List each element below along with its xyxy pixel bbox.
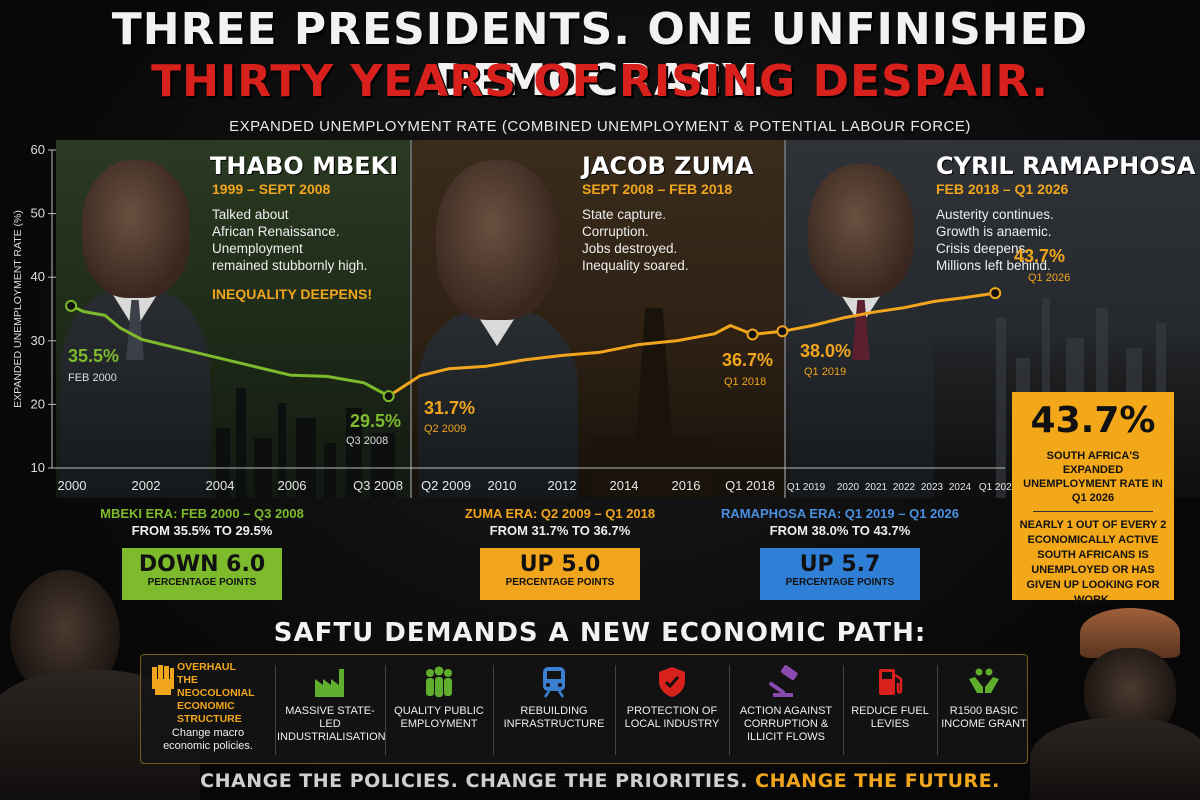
footer-slogan-part1: CHANGE THE POLICIES. CHANGE THE PRIORITI… [200, 770, 748, 792]
era-range: FROM 35.5% TO 29.5% [131, 523, 273, 538]
era-range: FROM 38.0% TO 43.7% [769, 523, 911, 538]
hands-icon [969, 668, 999, 693]
president-name: CYRIL RAMAPHOSA [936, 152, 1196, 180]
city-silhouette [206, 378, 410, 498]
era-summary-zuma: ZUMA ERA: Q2 2009 – Q1 2018 FROM 31.7% T… [440, 506, 680, 600]
demands-panel: OVERHAUL THE NEOCOLONIAL ECONOMIC STRUCT… [140, 654, 1028, 764]
y-tick-label: 60 [31, 142, 45, 157]
demand-label: R1500 BASIC INCOME GRANT [941, 705, 1027, 730]
zuma-portrait [412, 140, 582, 498]
era-change-unit: PERCENTAGE POINTS [785, 577, 895, 588]
headline-stat-note: NEARLY 1 OUT OF EVERY 2 ECONOMICALLY ACT… [1019, 519, 1167, 606]
demand-item: QUALITY PUBLIC EMPLOYMENT [387, 655, 491, 765]
fuel-pump-icon [879, 669, 903, 695]
headline-line-2: THIRTY YEARS OF RISING DESPAIR. [151, 56, 1049, 107]
y-tick-label: 20 [31, 396, 45, 411]
y-tick-label: 10 [31, 460, 45, 475]
ramaphosa-portrait [786, 140, 936, 498]
distressed-miner-image [1010, 608, 1200, 800]
mine-headframe [592, 238, 712, 498]
y-tick-label: 40 [31, 269, 45, 284]
demand-item: MASSIVE STATE-LED INDUSTRIALISATION [277, 655, 386, 765]
separator [729, 665, 730, 755]
president-term: FEB 2018 – Q1 2026 [936, 181, 1069, 197]
people-icon [426, 666, 452, 697]
shield-icon [659, 667, 685, 697]
era-change-value: UP 5.7 [799, 552, 881, 577]
demand-item: R1500 BASIC INCOME GRANT [939, 655, 1029, 765]
era-change-badge: UP 5.0 PERCENTAGE POINTS [480, 548, 640, 600]
separator [843, 665, 844, 755]
era-change-value: DOWN 6.0 [138, 552, 266, 577]
separator [615, 665, 616, 755]
demand-label: QUALITY PUBLIC EMPLOYMENT [394, 705, 484, 730]
demand-label: PROTECTION OF LOCAL INDUSTRY [624, 705, 720, 730]
panel-divider [784, 140, 786, 498]
headline-stat-value: 43.7% [1030, 400, 1156, 441]
era-change-unit: PERCENTAGE POINTS [147, 577, 257, 588]
gavel-icon [769, 665, 798, 697]
demand-item: PROTECTION OF LOCAL INDUSTRY [617, 655, 727, 765]
president-term: 1999 – SEPT 2008 [212, 181, 331, 197]
era-change-unit: PERCENTAGE POINTS [505, 577, 615, 588]
footer-slogan-part2: CHANGE THE FUTURE. [755, 770, 1000, 792]
demands-heading: SAFTU DEMANDS A NEW ECONOMIC PATH: [273, 618, 927, 648]
era-title: RAMAPHOSA ERA: Q1 2019 – Q1 2026 [721, 506, 959, 521]
era-summary-ramaphosa: RAMAPHOSA ERA: Q1 2019 – Q1 2026 FROM 38… [720, 506, 960, 600]
separator [493, 665, 494, 755]
demand-item: REDUCE FUEL LEVIES [845, 655, 935, 765]
president-description: State capture. Corruption. Jobs destroyed… [582, 207, 689, 273]
panel-divider [410, 140, 412, 498]
distressed-woman-image [0, 560, 210, 800]
demand-item: ACTION AGAINST CORRUPTION & ILLICIT FLOW… [731, 655, 841, 765]
era-range: FROM 31.7% TO 36.7% [489, 523, 631, 538]
era-summary-mbeki: MBEKI ERA: FEB 2000 – Q3 2008 FROM 35.5%… [82, 506, 322, 600]
era-change-badge: UP 5.7 PERCENTAGE POINTS [760, 548, 920, 600]
separator [275, 665, 276, 755]
demand-label: REDUCE FUEL LEVIES [851, 705, 929, 730]
separator [937, 665, 938, 755]
chart-subtitle: EXPANDED UNEMPLOYMENT RATE (COMBINED UNE… [229, 118, 971, 135]
demand-label: REBUILDING INFRASTRUCTURE [503, 705, 605, 730]
footer-slogan: CHANGE THE POLICIES. CHANGE THE PRIORITI… [0, 770, 1200, 792]
president-term: SEPT 2008 – FEB 2018 [582, 181, 733, 197]
demand-item-overhaul: OVERHAUL THE NEOCOLONIAL ECONOMIC STRUCT… [141, 655, 271, 765]
era-change-badge: DOWN 6.0 PERCENTAGE POINTS [122, 548, 282, 600]
mbeki-portrait [56, 140, 216, 498]
y-axis-label: EXPANDED UNEMPLOYMENT RATE (%) [12, 210, 24, 408]
demand-body: Change macro economic policies. [163, 727, 253, 752]
president-description: Talked about African Renaissance. Unemplo… [212, 207, 368, 273]
separator [385, 665, 386, 755]
headline-stat-box: 43.7% SOUTH AFRICA'S EXPANDED UNEMPLOYME… [1012, 392, 1174, 606]
factory-icon [315, 669, 344, 697]
demand-item: REBUILDING INFRASTRUCTURE [495, 655, 613, 765]
era-title: MBEKI ERA: FEB 2000 – Q3 2008 [100, 506, 304, 521]
president-description: Austerity continues. Growth is anaemic. C… [936, 207, 1054, 273]
era-title: ZUMA ERA: Q2 2009 – Q1 2018 [464, 506, 656, 521]
demand-title: OVERHAUL THE NEOCOLONIAL ECONOMIC STRUCT… [177, 661, 255, 725]
president-name: JACOB ZUMA [582, 152, 754, 180]
fist-icon [152, 665, 174, 695]
president-name: THABO MBEKI [210, 152, 399, 180]
demand-label: ACTION AGAINST CORRUPTION & ILLICIT FLOW… [739, 705, 833, 743]
y-tick-label: 30 [31, 333, 45, 348]
y-tick-label: 50 [31, 206, 45, 221]
inequality-callout: INEQUALITY DEEPENS! [212, 286, 372, 302]
train-icon [543, 667, 565, 698]
headline-line-1: THREE PRESIDENTS. ONE UNFINISHED DEMOCRA… [111, 4, 1089, 106]
demand-label: MASSIVE STATE-LED INDUSTRIALISATION [277, 705, 386, 743]
headline-stat-caption: SOUTH AFRICA'S EXPANDED UNEMPLOYMENT RAT… [1023, 450, 1163, 504]
era-change-value: UP 5.0 [519, 552, 601, 577]
